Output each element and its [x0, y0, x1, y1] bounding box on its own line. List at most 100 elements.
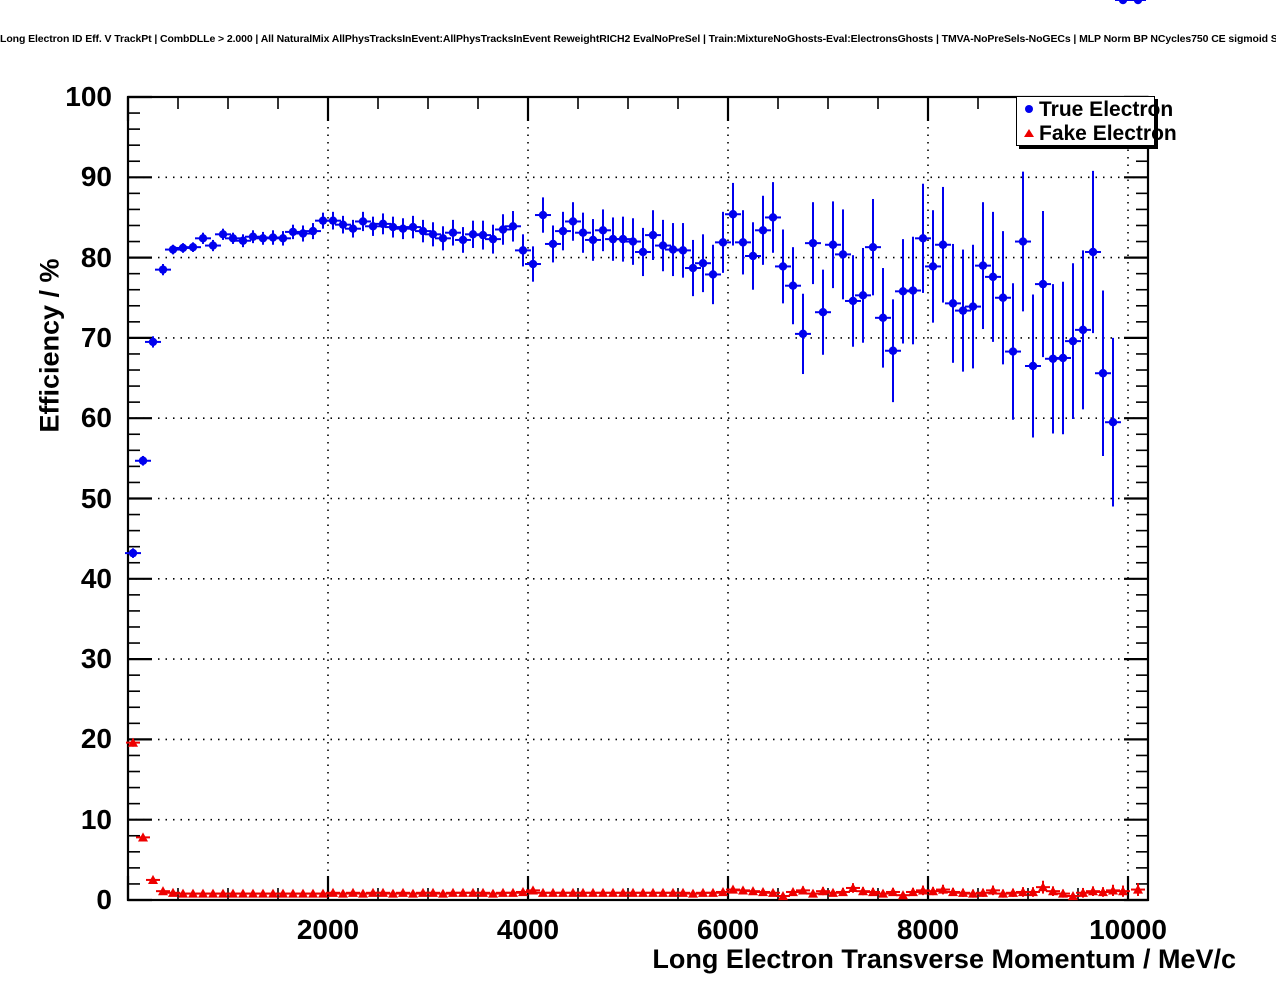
data-point-triangle	[228, 888, 238, 898]
data-point-circle	[938, 240, 948, 249]
data-point-triangle	[238, 888, 248, 898]
data-point-circle	[718, 238, 728, 247]
legend[interactable]: True Electron Fake Electron	[1016, 96, 1177, 146]
data-point-triangle	[858, 886, 868, 896]
data-point-circle	[358, 217, 368, 226]
data-point-triangle	[1048, 886, 1058, 896]
data-point-circle	[578, 228, 588, 237]
data-point-circle	[1088, 247, 1098, 257]
data-point-circle	[748, 251, 758, 261]
data-point-triangle	[758, 886, 768, 897]
legend-circle-icon	[1021, 101, 1037, 120]
data-point-circle	[498, 225, 508, 234]
data-point-triangle	[1018, 886, 1028, 897]
data-point-circle	[638, 247, 648, 257]
data-point-circle	[388, 222, 398, 232]
data-point-circle	[1118, 0, 1128, 5]
y-tick-label: 90	[80, 161, 112, 193]
data-point-triangle	[608, 887, 618, 897]
data-point-triangle	[718, 886, 728, 897]
data-point-triangle	[478, 887, 488, 897]
data-point-circle	[1133, 0, 1143, 5]
data-point-circle	[268, 233, 278, 242]
data-point-circle	[918, 234, 928, 243]
data-point-triangle	[818, 886, 828, 896]
data-point-triangle	[468, 887, 478, 897]
data-point-triangle	[378, 887, 388, 897]
data-point-circle	[838, 250, 848, 259]
data-point-triangle	[498, 887, 508, 897]
x-tick-label: 2000	[296, 914, 360, 945]
data-point-circle	[438, 234, 448, 243]
data-point-triangle	[728, 884, 738, 894]
data-point-triangle	[438, 888, 448, 898]
data-point-triangle	[128, 737, 138, 747]
data-point-triangle	[1078, 887, 1088, 897]
data-point-triangle	[868, 886, 878, 897]
data-point-triangle	[878, 888, 888, 898]
data-point-circle	[378, 219, 388, 229]
data-point-triangle	[288, 888, 298, 898]
data-point-triangle	[948, 886, 958, 897]
data-point-triangle	[398, 887, 408, 897]
data-point-circle	[128, 548, 138, 558]
data-point-circle	[288, 227, 298, 237]
y-tick-label: 20	[80, 723, 112, 755]
data-point-triangle	[688, 888, 698, 898]
data-point-triangle	[838, 886, 848, 897]
y-tick-label: 60	[80, 402, 112, 434]
data-point-circle	[1098, 369, 1108, 378]
data-point-triangle	[1008, 887, 1018, 897]
data-point-triangle	[658, 887, 668, 897]
data-point-triangle	[428, 887, 438, 897]
data-point-triangle	[968, 888, 978, 898]
data-point-triangle	[808, 888, 818, 898]
data-point-circle	[608, 234, 618, 244]
data-point-triangle	[318, 888, 328, 898]
data-point-triangle	[158, 886, 168, 896]
x-tick-label: 8000	[896, 914, 960, 945]
data-point-triangle	[1098, 886, 1108, 897]
data-point-triangle	[528, 885, 538, 895]
x-tick-label: 10000	[1089, 914, 1167, 945]
data-point-triangle	[638, 887, 648, 897]
data-point-circle	[568, 217, 578, 226]
data-point-triangle	[558, 887, 568, 897]
data-point-triangle	[778, 890, 788, 901]
data-point-triangle	[578, 887, 588, 897]
y-tick-label: 0	[96, 884, 112, 915]
data-point-triangle	[1068, 890, 1078, 901]
x-tick-label: 6000	[696, 914, 760, 945]
data-point-triangle	[828, 887, 838, 897]
data-point-circle	[648, 230, 658, 240]
data-point-triangle	[908, 886, 918, 897]
x-axis-label: Long Electron Transverse Momentum / MeV/…	[652, 944, 1236, 974]
y-tick-label: 40	[80, 562, 112, 594]
data-point-triangle	[768, 887, 778, 897]
data-point-triangle	[458, 887, 468, 897]
data-point-circle	[928, 262, 938, 271]
data-point-circle	[178, 243, 188, 253]
data-point-circle	[588, 235, 598, 245]
legend-entry[interactable]: Fake Electron	[1021, 122, 1177, 146]
data-point-triangle	[598, 887, 608, 897]
x-tick-label: 4000	[496, 914, 560, 945]
data-point-circle	[1038, 279, 1048, 289]
data-point-circle	[278, 234, 288, 243]
data-point-triangle	[678, 887, 688, 897]
data-point-triangle	[508, 887, 518, 897]
data-point-triangle	[958, 887, 968, 897]
data-point-circle	[528, 259, 538, 269]
data-point-circle	[1068, 336, 1078, 346]
data-point-circle	[548, 239, 558, 249]
data-point-triangle	[788, 886, 798, 897]
data-point-circle	[598, 226, 608, 235]
data-point-triangle	[738, 885, 748, 895]
data-point-triangle	[388, 888, 398, 898]
data-point-triangle	[348, 887, 358, 897]
data-point-triangle	[978, 887, 988, 897]
data-point-circle	[908, 286, 918, 295]
data-point-circle	[208, 241, 218, 250]
legend-entry[interactable]: True Electron	[1021, 98, 1173, 122]
data-point-triangle	[898, 890, 908, 900]
